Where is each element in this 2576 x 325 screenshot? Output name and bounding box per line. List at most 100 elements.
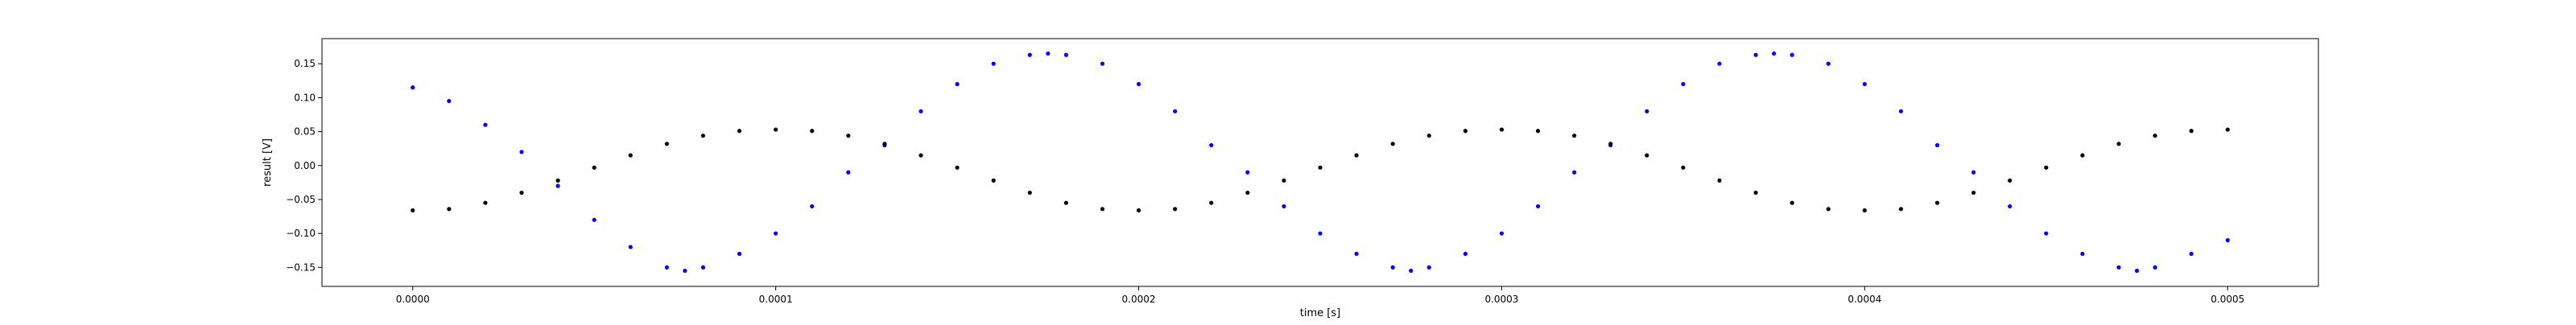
x-tick-label: 0.0003 xyxy=(1484,294,1518,305)
data-point xyxy=(2080,153,2085,158)
data-point xyxy=(737,251,742,257)
data-point xyxy=(1717,178,1722,183)
data-point xyxy=(1645,109,1649,113)
data-point xyxy=(411,85,415,90)
data-point xyxy=(991,61,996,66)
y-tick-label: −0.10 xyxy=(286,228,316,239)
data-point xyxy=(1209,142,1214,148)
data-point xyxy=(1753,52,1758,57)
data-point xyxy=(1282,204,1286,209)
x-tick-label: 0.0004 xyxy=(1847,294,1881,305)
data-point xyxy=(2189,251,2194,257)
data-point xyxy=(1608,142,1613,146)
data-point xyxy=(1862,208,1867,213)
data-point xyxy=(483,200,488,205)
data-point xyxy=(2225,127,2230,132)
data-point xyxy=(2134,268,2140,274)
data-point xyxy=(411,208,415,213)
data-point xyxy=(846,170,851,175)
data-point xyxy=(1426,265,1431,269)
data-point xyxy=(447,99,452,104)
data-point xyxy=(628,153,633,158)
data-point xyxy=(1971,170,1976,175)
data-point xyxy=(810,129,815,134)
y-tick-label: 0.15 xyxy=(294,58,316,69)
data-point xyxy=(1390,265,1395,269)
data-point xyxy=(664,265,669,269)
data-point xyxy=(2044,165,2049,170)
data-point xyxy=(1100,61,1105,66)
data-point xyxy=(2116,265,2121,269)
y-tick-label: 0.05 xyxy=(294,126,316,138)
data-point xyxy=(2153,134,2157,138)
data-point xyxy=(1318,231,1323,236)
data-point xyxy=(1971,190,1976,195)
x-tick-label: 0.0001 xyxy=(759,294,793,305)
data-point xyxy=(1499,231,1505,236)
data-point xyxy=(810,204,815,209)
x-tick-label: 0.0002 xyxy=(1122,294,1156,305)
data-point xyxy=(882,142,887,146)
data-point xyxy=(1354,153,1359,158)
data-point xyxy=(1173,207,1178,212)
data-point xyxy=(1463,129,1468,134)
data-point xyxy=(1572,170,1577,175)
data-point xyxy=(1136,208,1141,213)
data-point xyxy=(519,190,524,195)
data-point xyxy=(1717,61,1722,66)
data-point xyxy=(592,165,597,170)
data-point xyxy=(774,231,778,236)
data-point xyxy=(2080,251,2085,257)
data-point xyxy=(1753,190,1758,195)
data-point xyxy=(1245,170,1250,175)
data-point xyxy=(1934,200,1940,205)
data-point xyxy=(955,81,960,87)
data-point xyxy=(1409,268,1414,274)
data-point xyxy=(1100,207,1105,212)
data-point xyxy=(1790,52,1794,57)
data-point xyxy=(447,207,452,212)
data-point xyxy=(1027,52,1032,57)
data-point xyxy=(592,217,597,222)
y-axis-ticks: −0.15 −0.10 −0.05 0.00 0.05 0.10 0.15 xyxy=(286,58,322,273)
data-point xyxy=(1862,81,1867,87)
data-point xyxy=(664,142,669,146)
data-point xyxy=(919,153,923,158)
series-layer xyxy=(411,51,2230,274)
data-point xyxy=(700,134,706,138)
y-tick-label: −0.15 xyxy=(286,261,316,273)
data-point xyxy=(1390,142,1395,146)
x-axis-label: time [s] xyxy=(1300,307,1340,319)
x-axis-ticks: 0.0000 0.0001 0.0002 0.0003 0.0004 0.0005 xyxy=(396,286,2244,305)
x-tick-label: 0.0005 xyxy=(2211,294,2244,305)
data-point xyxy=(700,265,706,269)
data-point xyxy=(555,183,560,188)
data-point xyxy=(846,134,851,138)
data-point xyxy=(955,165,960,170)
data-point xyxy=(1681,165,1686,170)
data-point xyxy=(774,127,778,132)
data-point xyxy=(1282,178,1286,183)
data-point xyxy=(1046,51,1051,56)
x-tick-label: 0.0000 xyxy=(396,294,430,305)
data-point xyxy=(683,268,687,274)
data-point xyxy=(1499,127,1505,132)
data-point xyxy=(1826,61,1831,66)
data-point xyxy=(1898,109,1904,113)
data-point xyxy=(1354,251,1359,257)
data-point xyxy=(1772,51,1777,56)
data-point xyxy=(483,122,488,127)
data-point xyxy=(1318,165,1323,170)
data-point xyxy=(1173,109,1178,113)
data-point xyxy=(1898,207,1904,212)
data-point xyxy=(2008,178,2013,183)
data-point xyxy=(1572,134,1577,138)
data-point xyxy=(1826,207,1831,212)
series-0 xyxy=(411,51,2230,274)
data-point xyxy=(1426,134,1431,138)
data-point xyxy=(1136,81,1141,87)
y-tick-label: 0.00 xyxy=(294,160,316,171)
data-point xyxy=(1535,129,1541,134)
